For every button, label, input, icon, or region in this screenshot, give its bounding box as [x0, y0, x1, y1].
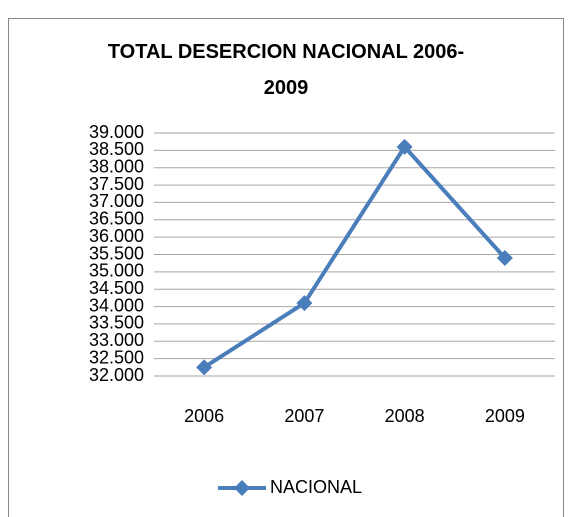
legend-label: NACIONAL	[270, 477, 362, 497]
y-tick-label: 33.000	[89, 330, 144, 350]
data-point	[396, 138, 413, 155]
y-tick-label: 35.500	[89, 243, 144, 263]
legend-marker	[234, 480, 250, 496]
x-tick-label: 2007	[284, 406, 324, 426]
x-tick-label: 2006	[184, 406, 224, 426]
y-tick-label: 36.000	[89, 226, 144, 246]
y-tick-label: 36.500	[89, 209, 144, 229]
data-point	[296, 295, 313, 312]
y-tick-label: 34.000	[89, 295, 144, 315]
y-tick-label: 37.000	[89, 191, 144, 211]
y-tick-label: 38.000	[89, 156, 144, 176]
y-tick-label: 34.500	[89, 278, 144, 298]
y-tick-label: 37.500	[89, 174, 144, 194]
y-tick-label: 39.000	[89, 122, 144, 142]
y-tick-label: 33.500	[89, 313, 144, 333]
y-tick-label: 32.500	[89, 347, 144, 367]
data-point	[196, 359, 213, 376]
chart-title: TOTAL DESERCION NACIONAL 2006-2009	[107, 41, 465, 99]
x-tick-label: 2008	[385, 406, 425, 426]
y-tick-label: 35.000	[89, 261, 144, 281]
data-point	[496, 249, 513, 266]
chart-frame	[8, 18, 564, 517]
x-tick-label: 2009	[485, 406, 525, 426]
y-tick-label: 32.000	[89, 365, 144, 385]
y-tick-label: 38.500	[89, 139, 144, 159]
series-line	[203, 144, 507, 370]
